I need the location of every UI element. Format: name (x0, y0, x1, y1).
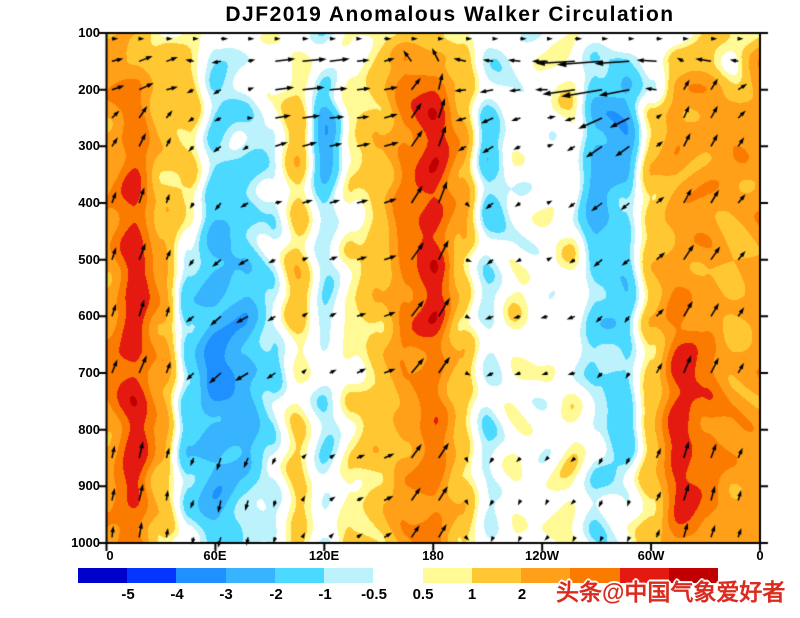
y-tick-1000: 1000 (71, 535, 100, 550)
x-tick-120E: 120E (308, 548, 340, 563)
colorbar-segment (422, 568, 472, 583)
colorbar-segment (78, 568, 128, 583)
y-tick-600: 600 (78, 308, 100, 323)
cb-label-1: 1 (467, 586, 477, 603)
cb-label-05: 0.5 (412, 586, 434, 603)
colorbar-segment (274, 568, 325, 583)
colorbar-segment (471, 568, 522, 583)
x-tick-180: 180 (422, 548, 444, 563)
y-tick-800: 800 (78, 422, 100, 437)
cb-label-m1: -1 (318, 586, 332, 603)
y-tick-200: 200 (78, 82, 100, 97)
colorbar-segment (225, 568, 275, 583)
colorbar (78, 568, 719, 583)
colorbar-segment (176, 568, 226, 583)
colorbar-segment (324, 568, 374, 583)
colorbar-segment (570, 568, 620, 583)
y-tick-700: 700 (78, 365, 100, 380)
colorbar-segment (619, 568, 669, 583)
cb-label-m05: -0.5 (361, 586, 387, 603)
cb-label-m3: -3 (219, 586, 233, 603)
cb-label-m2: -2 (269, 586, 283, 603)
y-tick-300: 300 (78, 138, 100, 153)
cb-label-2: 2 (517, 586, 527, 603)
cb-label-m5: -5 (121, 586, 135, 603)
y-tick-500: 500 (78, 252, 100, 267)
x-tick-60E: 60E (203, 548, 227, 563)
x-tick-60W: 60W (637, 548, 665, 563)
colorbar-segment (668, 568, 719, 583)
colorbar-segment (373, 568, 423, 583)
y-tick-100: 100 (78, 25, 100, 40)
y-tick-400: 400 (78, 195, 100, 210)
x-tick-0-right: 0 (756, 548, 764, 563)
cb-label-m4: -4 (170, 586, 184, 603)
y-tick-900: 900 (78, 478, 100, 493)
x-tick-0-left: 0 (106, 548, 114, 563)
watermark-text: 头条@中国气象爱好者 (556, 579, 786, 605)
x-tick-120W: 120W (525, 548, 559, 563)
colorbar-segment (127, 568, 177, 583)
colorbar-segment (521, 568, 571, 583)
cb-label-3: 3 (566, 586, 576, 603)
chart-title: DJF2019 Anomalous Walker Circulation (225, 3, 675, 26)
